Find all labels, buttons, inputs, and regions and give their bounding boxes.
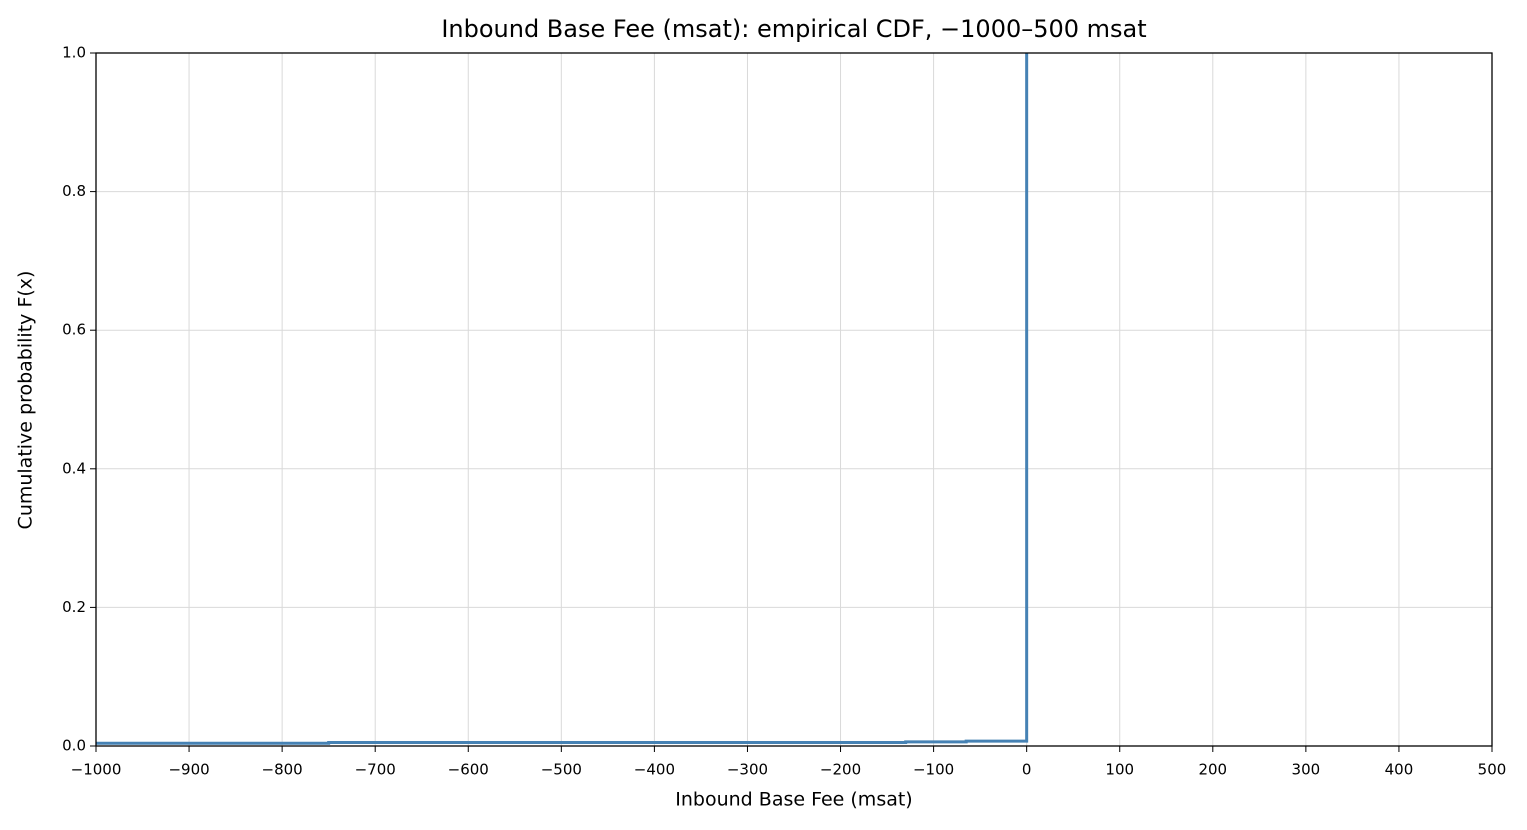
y-tick-label: 0.2 xyxy=(62,598,86,616)
x-tick-label: −100 xyxy=(913,761,954,779)
x-tick-label: −200 xyxy=(820,761,861,779)
y-tick-label: 0.4 xyxy=(62,459,86,477)
x-tick-label: −600 xyxy=(448,761,489,779)
y-tick-label: 0.8 xyxy=(62,182,86,200)
y-axis-label: Cumulative probability F(x) xyxy=(15,271,37,530)
x-tick-label: 500 xyxy=(1478,761,1507,779)
cdf-line xyxy=(96,53,1029,745)
x-tick-label: −800 xyxy=(262,761,303,779)
x-tick-label: 100 xyxy=(1105,761,1134,779)
plot-frame xyxy=(95,52,1493,747)
x-tick-label: 200 xyxy=(1198,761,1227,779)
x-tick-label: −900 xyxy=(168,761,209,779)
x-tick-label: −300 xyxy=(727,761,768,779)
y-tick-label: 1.0 xyxy=(62,44,86,62)
x-tick-label: −1000 xyxy=(71,761,122,779)
x-tick-label: −400 xyxy=(634,761,675,779)
chart-title: Inbound Base Fee (msat): empirical CDF, … xyxy=(441,15,1146,43)
x-tick-label: 0 xyxy=(1022,761,1032,779)
y-tick-label: 0.6 xyxy=(62,321,86,339)
x-tick-label: −500 xyxy=(541,761,582,779)
x-axis-label: Inbound Base Fee (msat) xyxy=(675,789,912,811)
y-tick-label: 0.0 xyxy=(62,737,86,755)
x-tick-label: −700 xyxy=(355,761,396,779)
x-tick-label: 400 xyxy=(1385,761,1414,779)
x-tick-label: 300 xyxy=(1292,761,1321,779)
